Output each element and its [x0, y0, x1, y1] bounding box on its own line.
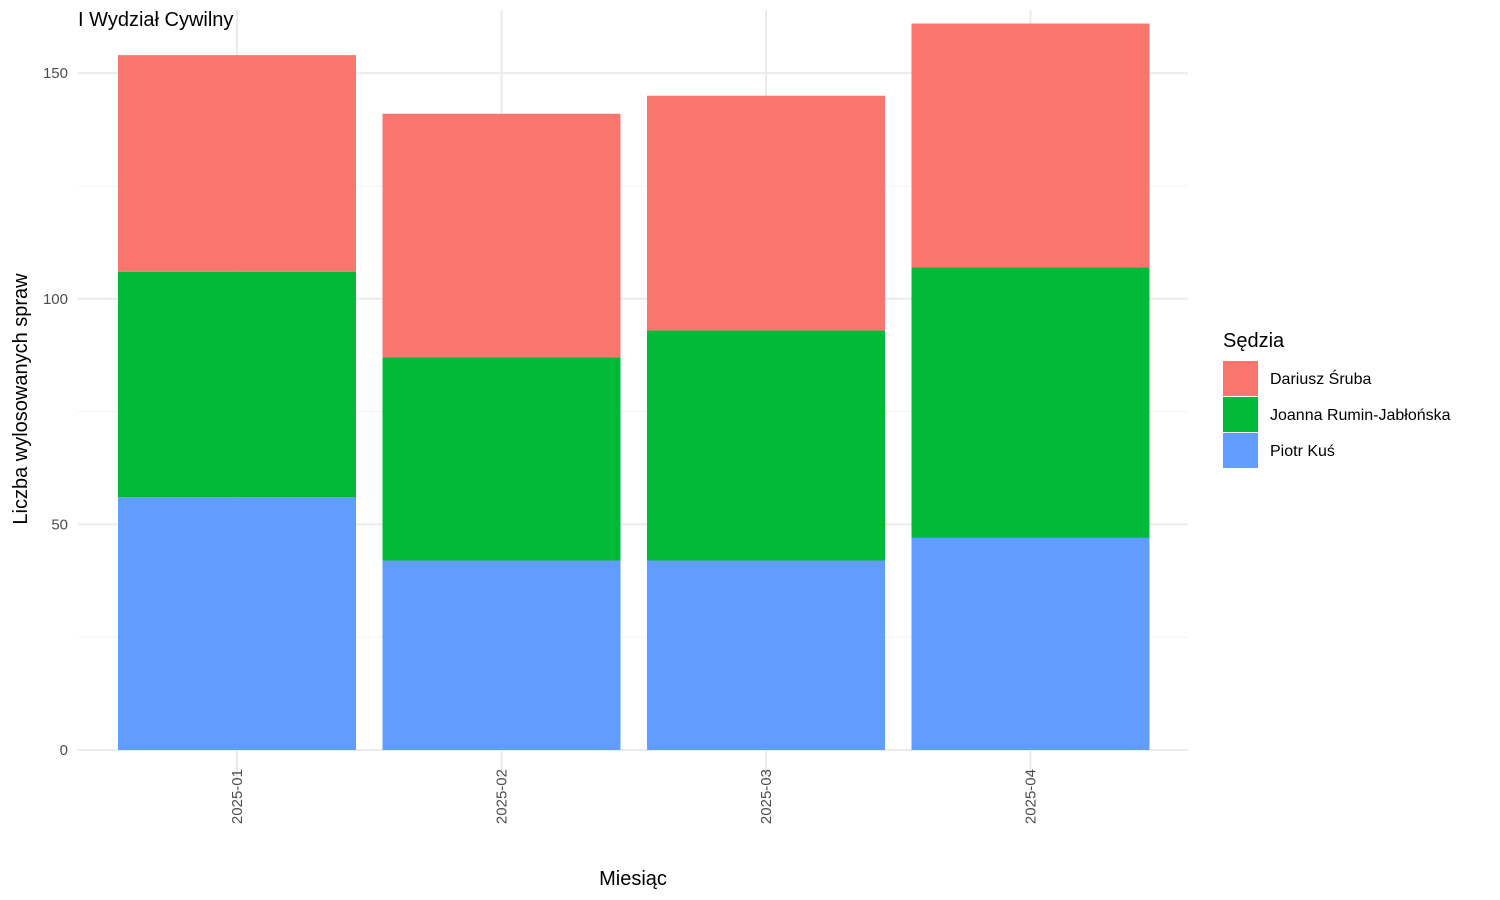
- y-axis-title: Liczba wylosowanych spraw: [10, 273, 32, 525]
- bar-segment: [118, 55, 356, 272]
- bar-segment: [382, 357, 621, 561]
- x-tick-label: 2025-03: [758, 769, 775, 824]
- legend: Sędzia Dariusz Śruba Joanna Rumin-Jabłońs…: [1223, 330, 1451, 468]
- bar-segment: [118, 271, 356, 498]
- bar-segment: [118, 497, 356, 750]
- bar-segment: [647, 95, 885, 331]
- y-tick-label: 50: [51, 516, 68, 533]
- legend-title: Sędzia: [1223, 330, 1285, 352]
- legend-swatch: [1223, 361, 1258, 396]
- chart-title: I Wydział Cywilny: [78, 9, 233, 31]
- bar-segment: [382, 560, 621, 750]
- bar-segment: [911, 23, 1150, 268]
- bar-segment: [647, 560, 885, 750]
- x-axis-title: Miesiąc: [599, 868, 667, 890]
- y-axis-ticks: 0 50 100 150: [43, 65, 68, 759]
- x-tick-label: 2025-01: [229, 769, 246, 824]
- legend-label: Dariusz Śruba: [1270, 369, 1371, 388]
- legend-swatch: [1223, 433, 1258, 468]
- legend-label: Joanna Rumin-Jabłońska: [1270, 407, 1451, 424]
- y-tick-label: 150: [43, 65, 68, 82]
- legend-swatch: [1223, 397, 1258, 432]
- bar-segment: [647, 330, 885, 561]
- bar-segment: [911, 267, 1150, 538]
- y-tick-label: 100: [43, 291, 68, 308]
- x-tick-label: 2025-02: [494, 769, 511, 824]
- x-axis-ticks: 2025-01 2025-02 2025-03 2025-04: [229, 769, 1040, 824]
- bars: [118, 23, 1150, 750]
- x-tick-label: 2025-04: [1023, 769, 1040, 824]
- legend-label: Piotr Kuś: [1270, 443, 1335, 460]
- bar-segment: [911, 537, 1150, 750]
- bar-segment: [382, 113, 621, 358]
- y-tick-label: 0: [60, 742, 68, 759]
